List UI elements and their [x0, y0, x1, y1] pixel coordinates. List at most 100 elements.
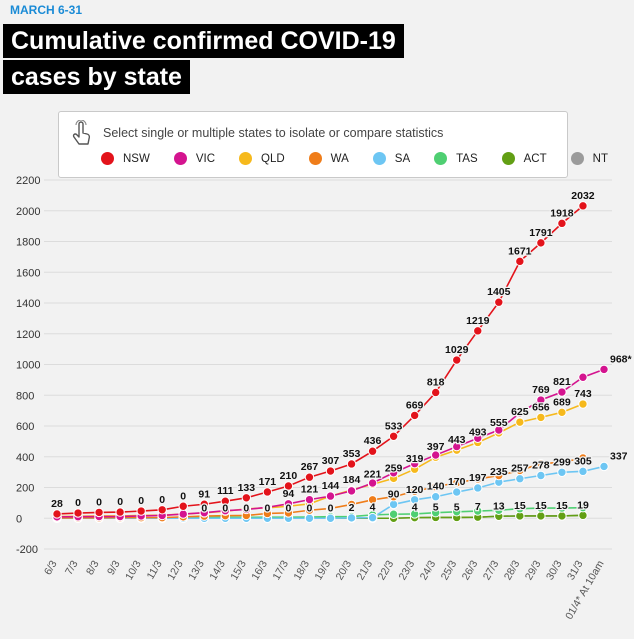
- x-tick-label: 9/3: [105, 558, 123, 577]
- data-label-sa: 90: [388, 488, 400, 500]
- data-point-sa: [536, 470, 546, 481]
- legend-label: SA: [394, 152, 411, 165]
- legend-item-qld[interactable]: QLD: [239, 152, 285, 165]
- data-label-nsw: 0: [96, 496, 102, 508]
- data-point-vic: [178, 509, 188, 519]
- x-tick-label: 10/3: [123, 558, 144, 582]
- data-label-nsw: 267: [301, 461, 319, 473]
- data-point-tas: [388, 509, 399, 519]
- y-tick-label: 1200: [16, 329, 40, 341]
- data-point-nsw: [473, 326, 483, 336]
- data-point-nsw: [367, 446, 378, 456]
- data-label-qld: 319: [406, 453, 424, 465]
- data-label-vic: 121: [301, 484, 319, 496]
- data-point-wa: [578, 453, 588, 463]
- x-tick-label: 20/3: [334, 558, 355, 582]
- data-point-sa: [515, 474, 525, 484]
- data-point-nsw: [578, 201, 588, 211]
- data-label-vic: 821: [553, 376, 571, 388]
- data-point-vic: [430, 450, 441, 460]
- x-tick-label: 15/3: [228, 558, 249, 582]
- legend-label: NT: [592, 152, 608, 165]
- y-tick-label: 800: [16, 390, 34, 402]
- data-point-vic: [473, 433, 483, 443]
- data-label-nsw: 1918: [550, 207, 574, 219]
- data-label-nsw: 307: [322, 455, 340, 467]
- data-label-nsw: 91: [198, 488, 210, 500]
- data-label-nsw: 2032: [571, 190, 595, 202]
- data-point-wa: [367, 495, 378, 505]
- data-label-act: 19: [577, 499, 589, 511]
- legend-label: NSW: [123, 152, 150, 165]
- x-tick-label: 25/3: [439, 558, 460, 582]
- data-point-tas: [473, 506, 483, 516]
- data-label-nsw: 171: [259, 476, 277, 488]
- legend-label: VIC: [195, 152, 216, 165]
- legend-swatch: [173, 152, 187, 165]
- data-label-sa: 170: [448, 476, 466, 488]
- data-point-sa: [346, 513, 357, 523]
- legend-item-tas[interactable]: TAS: [434, 152, 478, 165]
- data-label-vic: 94: [283, 488, 295, 500]
- data-point-vic: [494, 425, 504, 435]
- legend-item-nt[interactable]: NT: [570, 152, 608, 165]
- data-label-qld: 144: [322, 480, 340, 492]
- data-point-nsw: [536, 238, 546, 248]
- data-label-act: 15: [556, 500, 568, 512]
- data-label-nsw: 28: [51, 498, 63, 510]
- data-point-qld: [578, 399, 588, 409]
- data-point-wa: [557, 457, 567, 467]
- data-point-tas: [515, 504, 525, 514]
- data-label-sa: 278: [532, 460, 550, 472]
- data-point-nsw: [157, 505, 167, 515]
- data-label-qld: 555: [490, 417, 508, 429]
- data-point-vic: [515, 408, 525, 418]
- data-label-nsw: 1219: [466, 315, 490, 327]
- y-tick-label: -200: [16, 544, 38, 556]
- legend-swatch: [101, 152, 114, 165]
- data-point-nsw: [94, 507, 104, 518]
- legend-label: ACT: [523, 152, 547, 165]
- legend-item-wa[interactable]: WA: [308, 152, 349, 165]
- x-tick-label: 27/3: [481, 558, 502, 582]
- data-label-nsw: 1671: [508, 245, 532, 257]
- legend-item-act[interactable]: ACT: [501, 152, 547, 165]
- data-label-sa: 120: [406, 484, 424, 496]
- data-point-nsw: [73, 508, 83, 518]
- data-point-sa: [325, 513, 336, 523]
- data-point-sa: [430, 492, 441, 502]
- legend-item-nsw[interactable]: NSW: [101, 152, 150, 165]
- data-point-vic: [304, 494, 315, 505]
- y-tick-label: 2200: [16, 175, 40, 187]
- chart-title-line-1: Cumulative confirmed COVID-19: [3, 24, 404, 58]
- data-label-nsw: 436: [364, 435, 382, 447]
- data-label-vic: 769: [532, 384, 550, 396]
- x-tick-label: 17/3: [270, 558, 291, 582]
- data-label-nsw: 0: [117, 496, 123, 508]
- data-point-vic: [325, 491, 336, 501]
- data-point-sa: [557, 467, 567, 477]
- data-point-vic: [578, 372, 588, 382]
- legend-swatch: [308, 152, 322, 165]
- data-label-nsw: 133: [238, 482, 256, 494]
- data-point-qld: [536, 412, 546, 423]
- x-tick-label: 30/3: [544, 558, 565, 582]
- legend-item-sa[interactable]: SA: [372, 152, 411, 165]
- legend-swatch: [239, 152, 253, 165]
- x-tick-label: 16/3: [249, 558, 270, 582]
- data-point-vic: [452, 441, 462, 452]
- x-tick-label: 19/3: [312, 558, 333, 582]
- data-point-tas: [557, 503, 567, 513]
- legend-item-vic[interactable]: VIC: [173, 152, 216, 165]
- data-label-act: 4: [412, 502, 418, 514]
- data-point-act: [557, 511, 567, 521]
- data-label-nsw: 818: [427, 376, 445, 388]
- x-tick-label: 31/3: [565, 558, 586, 582]
- y-tick-label: 1400: [16, 298, 40, 310]
- data-point-wa: [494, 470, 504, 481]
- data-point-nsw: [136, 506, 146, 516]
- data-point-sa: [578, 466, 588, 477]
- data-label-nsw: 533: [385, 420, 403, 432]
- data-point-sa: [388, 499, 399, 510]
- data-point-nsw: [52, 509, 62, 519]
